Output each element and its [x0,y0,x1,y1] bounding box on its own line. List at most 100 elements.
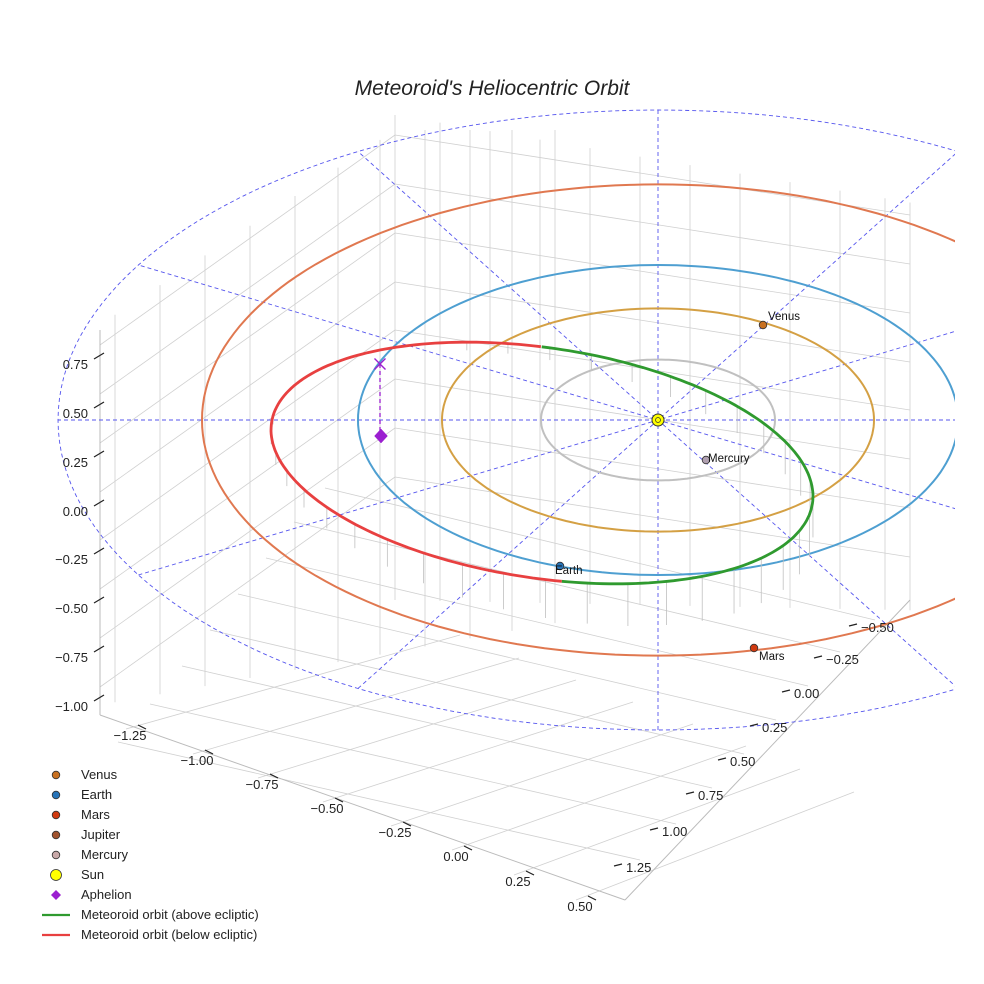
legend-dot [51,770,61,780]
floor-grid-line [265,557,809,687]
legend-marker [51,890,61,900]
legend-marker [51,770,61,780]
legend-dot [51,790,61,800]
x-tick-mark [402,821,412,827]
y-tick-mark [613,863,623,867]
chart-title: Meteoroid's Heliocentric Orbit [355,77,631,100]
wall-grid-line [99,183,396,395]
venus-marker [758,320,768,330]
legend-label: Meteoroid orbit (above ecliptic) [81,907,259,922]
legend-dot [51,810,61,820]
earth-orbit [356,263,955,577]
y-tick-mark [685,791,695,795]
wall-grid-line [99,329,396,541]
floor-grid-line [149,703,677,825]
wall-grid-line [394,427,911,509]
legend-label: Venus [81,767,118,782]
z-tick-mark [93,694,105,702]
venus-label: Venus [768,311,800,323]
legend-dot [51,850,61,860]
legend-marker [42,913,70,917]
wall-grid-line [99,427,396,639]
mars-orbit [200,183,955,657]
floor-grid-line [451,745,747,851]
y-tick-label: −0.25 [826,652,859,667]
floor-grid-line [513,768,801,876]
y-tick-label: 1.00 [662,824,687,839]
z-tick-mark [93,352,105,360]
x-tick-label: −1.25 [114,728,147,743]
guide-lines [57,109,955,731]
y-tick-label: −0.50 [861,620,894,635]
wall-grid-line [99,232,396,444]
x-tick-label: 0.50 [567,899,592,914]
floor-grid-line [575,791,855,901]
earth-marker [555,561,565,571]
y-tick-mark [781,689,791,693]
y-tick-mark [848,623,858,627]
z-tick-mark [93,596,105,604]
mercury-orbit [539,358,776,482]
x-axis-line [99,714,626,901]
y-axis-line [624,599,911,901]
mercury-marker [701,455,711,465]
y-tick-mark [717,757,727,761]
wall-grid-line [99,378,396,590]
legend-label: Meteoroid orbit (below ecliptic) [81,927,258,942]
earth-label: Earth [555,565,583,577]
floor-grid-line [209,629,745,755]
orbit-stems [270,342,814,626]
z-tick-mark [93,547,105,555]
meteoroid-orbit-below [269,340,562,583]
sun-core [655,417,661,423]
x-tick-label: 0.00 [443,849,468,864]
z-tick-label: 0.75 [63,357,88,372]
z-tick-label: −0.50 [55,601,88,616]
wall-grid-line [99,281,396,493]
z-tick-mark [93,645,105,653]
z-tick-mark [93,450,105,458]
sun-marker [651,413,665,427]
legend-marker [51,830,61,840]
legend-label: Mercury [81,847,128,862]
wall-grid-line [99,476,396,688]
x-tick-mark [525,870,535,876]
legend-label: Jupiter [81,827,121,842]
y-tick-label: 1.25 [626,860,651,875]
wall-grid-line [394,134,911,216]
z-tick-mark [93,401,105,409]
x-tick-mark [334,797,344,803]
legend-label: Aphelion [81,887,132,902]
x-tick-mark [137,724,147,730]
meteoroid-orbit [269,340,815,586]
legend-dot [50,869,62,881]
floor-grid-line [181,665,713,789]
mercury-label: Mercury [708,453,750,465]
y-tick-label: 0.00 [794,686,819,701]
mars-marker [749,643,759,653]
x-tick-label: −0.50 [311,801,344,816]
y-tick-mark [649,827,659,831]
z-tick-label: 0.00 [63,504,88,519]
y-tick-label: 0.25 [762,720,787,735]
floor-grid-line [117,741,641,861]
y-tick-mark [749,723,759,727]
floor-grid-line [237,593,777,721]
legend-marker [51,850,61,860]
legend-marker [42,933,70,937]
z-tick-mark [93,499,105,507]
floor-grid-line [257,679,577,779]
x-tick-mark [204,749,214,755]
meteoroid-orbit-above [541,345,815,586]
x-tick-label: −0.25 [379,825,412,840]
z-tick-label: 0.25 [63,455,88,470]
floor-grid-line [293,521,841,653]
floor-grid-line [324,487,876,621]
wall-grid-line [394,476,911,558]
wall-grid-line [394,183,911,265]
aphelion-projection-marker [374,358,386,370]
y-tick-mark [813,655,823,659]
x-tick-label: 0.25 [505,874,530,889]
legend-diamond [51,890,61,900]
